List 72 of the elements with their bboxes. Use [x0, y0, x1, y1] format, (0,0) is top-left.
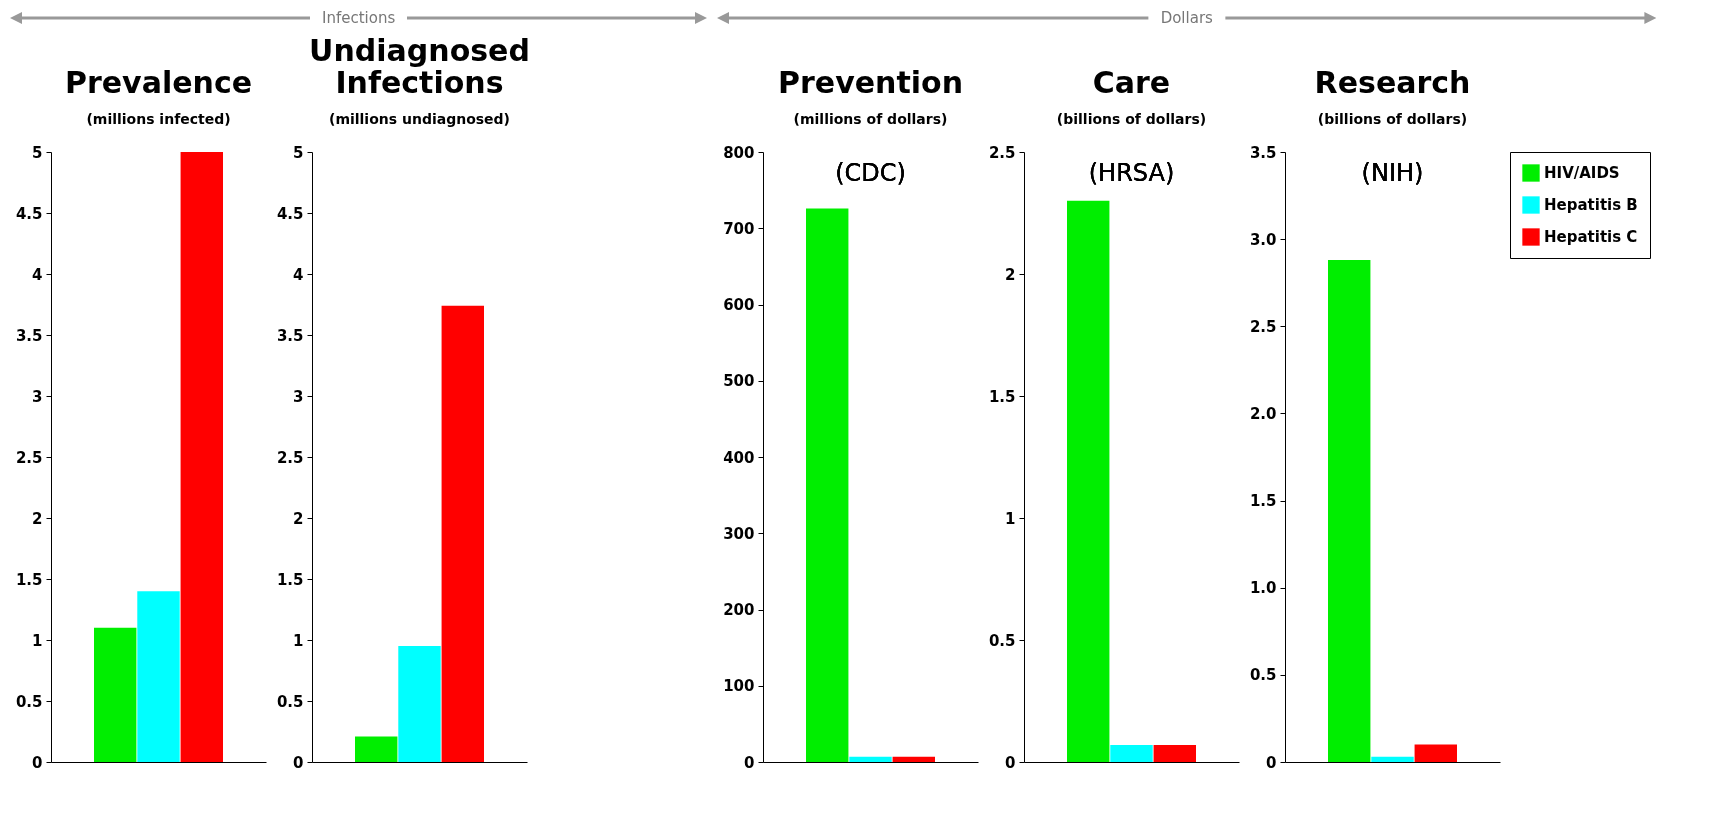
bar — [1328, 260, 1371, 762]
bar — [398, 646, 441, 762]
chart-title: Undiagnosed Infections — [309, 33, 530, 100]
y-tick-label: 1 — [293, 631, 304, 650]
y-tick-label: 3.0 — [1250, 230, 1277, 249]
y-tick-label: 400 — [723, 448, 755, 467]
bar — [180, 152, 223, 762]
y-tick-label: 5 — [32, 143, 43, 162]
y-tick-label: 4 — [293, 265, 304, 284]
y-tick-label: 3 — [32, 387, 43, 406]
y-tick-label: 0 — [1266, 753, 1277, 772]
chart-subtitle: (millions of dollars) — [793, 111, 948, 127]
y-tick-label: 200 — [723, 601, 755, 619]
y-tick-label: 2 — [1005, 265, 1016, 284]
chart-subtitle: (millions infected) — [86, 111, 231, 127]
y-tick-label: 4.5 — [15, 204, 43, 223]
y-tick-label: 0 — [1005, 753, 1016, 772]
chart-title: Prevention — [778, 65, 964, 100]
y-tick-label: 2.5 — [276, 448, 304, 467]
y-tick-label: 1.0 — [1250, 579, 1277, 598]
y-tick-label: 0 — [32, 753, 43, 772]
y-tick-label: 0.5 — [276, 692, 304, 711]
y-tick-label: 0.5 — [1250, 666, 1277, 685]
bar — [1414, 744, 1458, 762]
y-tick-label: 2 — [32, 509, 43, 528]
y-tick-label: 3.5 — [1250, 143, 1277, 162]
y-tick-label: 1.5 — [989, 387, 1016, 406]
bar — [94, 627, 137, 762]
y-tick-label: 100 — [723, 677, 755, 696]
bar — [441, 305, 484, 762]
y-tick-label: 2.5 — [15, 448, 43, 467]
y-tick-label: 3.5 — [276, 326, 304, 345]
y-tick-label: 0.5 — [989, 631, 1016, 650]
bar — [1371, 756, 1414, 762]
y-tick-label: 2 — [293, 509, 304, 528]
y-tick-label: 800 — [723, 143, 755, 162]
y-tick-label: 2.0 — [1250, 404, 1277, 423]
text: Infections — [321, 9, 397, 27]
y-tick-label: 1.5 — [276, 570, 304, 589]
bar — [137, 591, 180, 762]
y-tick-label: 0.5 — [15, 692, 43, 711]
chart-title: Prevalence — [64, 65, 253, 100]
y-tick-label: 3 — [293, 387, 304, 406]
annotation: (CDC) — [835, 159, 907, 187]
y-tick-label: 4 — [32, 265, 43, 284]
y-tick-label: 600 — [723, 296, 755, 314]
y-tick-label: 1.5 — [15, 570, 43, 589]
legend-label: Hepatitis B — [1544, 196, 1639, 214]
y-tick-label: 300 — [723, 524, 755, 543]
annotation: (HRSA) — [1088, 159, 1175, 187]
chart-subtitle: (billions of dollars) — [1318, 111, 1468, 127]
y-tick-label: 700 — [723, 219, 755, 238]
y-tick-label: 1.5 — [1250, 492, 1277, 511]
text: Dollars — [1159, 9, 1214, 27]
y-tick-label: 0 — [744, 753, 755, 772]
y-tick-label: 5 — [293, 143, 304, 162]
y-tick-label: 4.5 — [276, 204, 304, 223]
y-tick-label: 2.5 — [989, 143, 1016, 162]
y-tick-label: 500 — [723, 372, 755, 391]
chart-subtitle: (millions undiagnosed) — [328, 111, 511, 127]
legend-label: Hepatitis C — [1544, 228, 1638, 246]
y-tick-label: 2.5 — [1250, 317, 1277, 336]
annotation: (NIH) — [1361, 159, 1424, 187]
chart-title: Care — [1093, 65, 1171, 100]
legend-label: HIV/AIDS — [1544, 164, 1620, 182]
y-tick-label: 0 — [293, 753, 304, 772]
y-tick-label: 3.5 — [15, 326, 43, 345]
chart-title: Research — [1314, 65, 1471, 100]
y-tick-label: 1 — [32, 631, 43, 650]
bar — [355, 736, 398, 762]
y-tick-label: 1 — [1005, 509, 1016, 528]
chart-subtitle: (billions of dollars) — [1057, 111, 1207, 127]
